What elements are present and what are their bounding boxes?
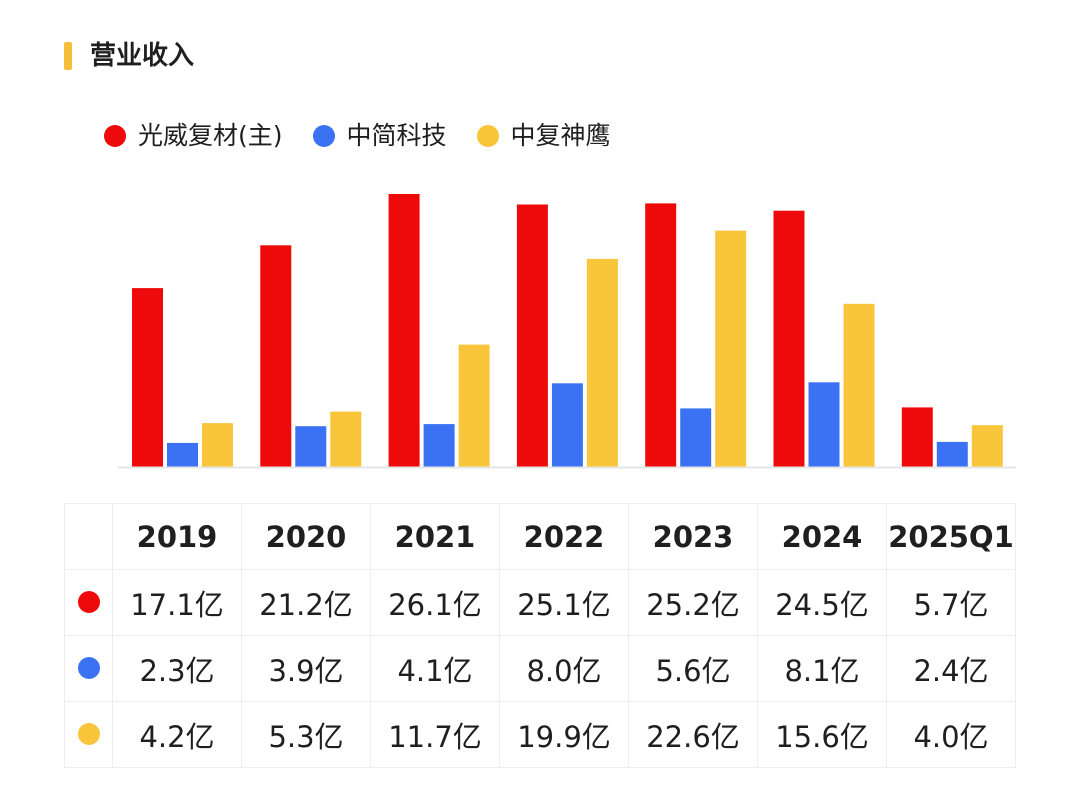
bar-zhongfu-2022	[586, 258, 618, 467]
row-dot-zhongjian	[77, 656, 100, 679]
bar-zhongfu-2019	[202, 423, 233, 467]
legend-dot-zhongjian	[312, 125, 335, 147]
table-row-zhongjian: 2.3亿 3.9亿 4.1亿 8.0亿 5.6亿 8.1亿 2.4亿	[64, 635, 1016, 702]
table-header-2025q1: 2025Q1	[886, 503, 1016, 570]
bar-guangwei-2019	[132, 288, 163, 467]
bar-guangwei-2022	[516, 204, 548, 467]
table-cell: 4.2亿	[112, 701, 242, 768]
title-accent-bar	[64, 42, 72, 70]
table-header-2023: 2023	[628, 503, 758, 570]
table-cell: 25.1亿	[499, 569, 629, 636]
table-header-2020: 2020	[241, 503, 371, 570]
table-cell: 22.6亿	[628, 701, 758, 768]
table-cell: 2.4亿	[886, 635, 1016, 702]
bar-zhongfu-2023	[715, 230, 747, 467]
table-row-guangwei: 17.1亿 21.2亿 26.1亿 25.1亿 25.2亿 24.5亿 5.7亿	[64, 569, 1016, 636]
chart-legend: 光威复材(主) 中简科技 中复神鹰	[104, 118, 641, 154]
row-dot-guangwei	[77, 590, 100, 613]
bar-guangwei-2021	[388, 194, 420, 467]
table-header-2019: 2019	[112, 503, 242, 570]
bar-zhongjian-2022	[551, 383, 583, 467]
legend-dot-zhongfu	[476, 125, 499, 147]
legend-item-guangwei: 光威复材(主)	[104, 118, 283, 154]
table-cell: 5.3亿	[241, 701, 371, 768]
table-cell: 8.0亿	[499, 635, 629, 702]
page-title: 营业收入	[90, 41, 195, 71]
legend-dot-guangwei	[104, 125, 126, 147]
legend-label-zhongfu: 中复神鹰	[510, 121, 611, 150]
table-cell: 15.6亿	[757, 701, 887, 768]
table-header-2022: 2022	[499, 503, 629, 570]
bar-zhongfu-2024	[843, 303, 875, 467]
legend-item-zhongfu: 中复神鹰	[476, 118, 611, 154]
bar-guangwei-2024	[773, 210, 805, 467]
bar-zhongjian-2024	[808, 382, 840, 467]
table-cell: 5.6亿	[628, 635, 758, 702]
table-header-2024: 2024	[757, 503, 887, 570]
row-marker-cell	[64, 701, 113, 768]
bar-guangwei-2023	[645, 203, 677, 467]
table-header-2021: 2021	[370, 503, 500, 570]
table-cell: 5.7亿	[886, 569, 1016, 636]
table-cell: 11.7亿	[370, 701, 500, 768]
bar-zhongjian-2020	[295, 426, 327, 467]
bar-chart	[118, 194, 1016, 469]
legend-label-guangwei: 光威复材(主)	[138, 121, 283, 150]
data-table: 2019 2020 2021 2022 2023 2024 2025Q1 17.…	[64, 503, 1016, 768]
bar-guangwei-2025q1	[901, 407, 933, 467]
row-dot-zhongfu	[77, 722, 100, 745]
legend-label-zhongjian: 中简科技	[346, 121, 447, 150]
bar-zhongfu-2021	[458, 344, 490, 467]
table-row-zhongfu: 4.2亿 5.3亿 11.7亿 19.9亿 22.6亿 15.6亿 4.0亿	[64, 701, 1016, 768]
table-cell: 17.1亿	[112, 569, 242, 636]
row-marker-cell	[64, 635, 113, 702]
table-cell: 24.5亿	[757, 569, 887, 636]
table-cell: 25.2亿	[628, 569, 758, 636]
legend-item-zhongjian: 中简科技	[312, 118, 447, 154]
table-cell: 21.2亿	[241, 569, 371, 636]
table-cell: 2.3亿	[112, 635, 242, 702]
table-cell: 8.1亿	[757, 635, 887, 702]
bar-zhongfu-2025q1	[971, 425, 1003, 467]
table-cell: 19.9亿	[499, 701, 629, 768]
bar-zhongjian-2019	[167, 442, 198, 467]
bar-guangwei-2020	[260, 245, 292, 467]
table-header-row: 2019 2020 2021 2022 2023 2024 2025Q1	[64, 503, 1016, 570]
table-corner-cell	[64, 503, 113, 570]
table-cell: 26.1亿	[370, 569, 500, 636]
row-marker-cell	[64, 569, 113, 636]
bar-zhongjian-2021	[423, 424, 455, 467]
table-cell: 3.9亿	[241, 635, 371, 702]
bar-zhongjian-2025q1	[936, 441, 968, 467]
table-cell: 4.0亿	[886, 701, 1016, 768]
table-cell: 4.1亿	[370, 635, 500, 702]
bar-zhongfu-2020	[330, 411, 362, 467]
bar-zhongjian-2023	[680, 408, 712, 467]
